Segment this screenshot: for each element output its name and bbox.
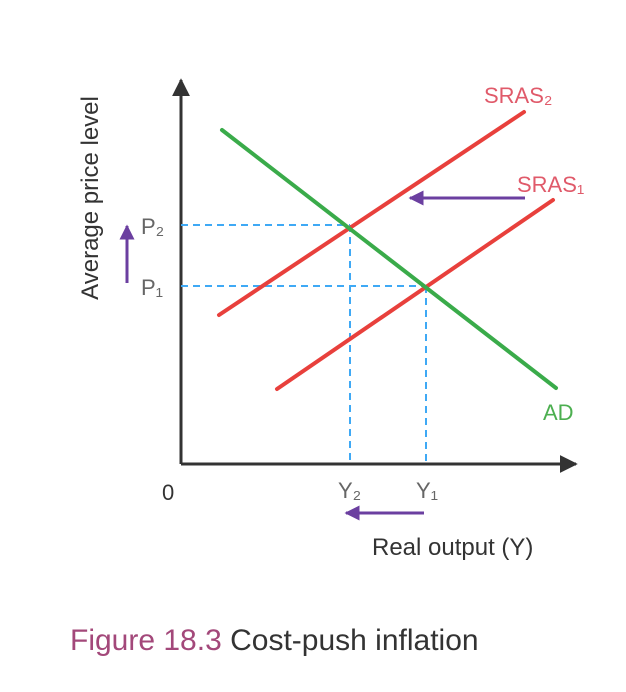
cost-push-inflation-diagram: Average price level Real output (Y) 0 SR… [77, 78, 584, 561]
sras2-curve [217, 110, 526, 317]
ad-curve [220, 128, 558, 390]
y2-label: Y₂ [338, 478, 361, 503]
figure-number: Figure 18.3 [70, 624, 222, 657]
figure-caption: Figure 18.3 Cost-push inflation [70, 624, 479, 658]
y-axis-label: Average price level [77, 96, 104, 300]
figure-title: Cost-push inflation [230, 624, 479, 657]
sras2-label: SRAS₂ [484, 83, 552, 108]
ad-label: AD [543, 400, 574, 425]
p2-label: P₂ [141, 214, 164, 239]
origin-label: 0 [162, 480, 174, 505]
x-axis-label: Real output (Y) [372, 534, 533, 561]
p1-label: P₁ [141, 275, 163, 300]
sras1-label: SRAS₁ [517, 172, 584, 197]
sras1-curve [275, 198, 555, 391]
y1-label: Y₁ [416, 478, 438, 503]
